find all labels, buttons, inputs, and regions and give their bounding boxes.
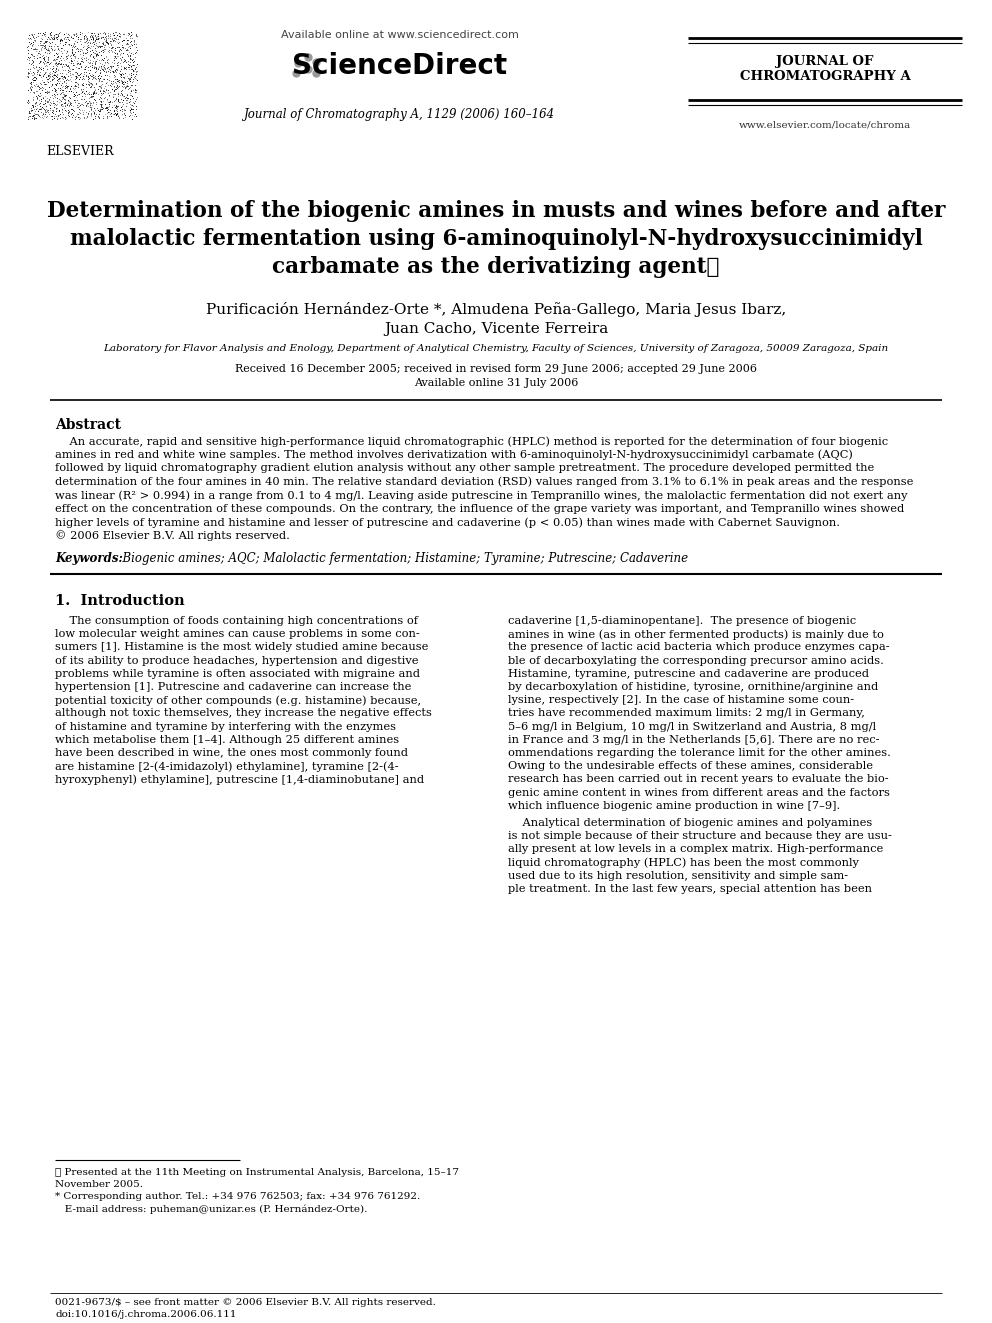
Text: JOURNAL OF: JOURNAL OF bbox=[777, 56, 874, 67]
Text: ScienceDirect: ScienceDirect bbox=[293, 52, 508, 79]
Text: * Corresponding author. Tel.: +34 976 762503; fax: +34 976 761292.: * Corresponding author. Tel.: +34 976 76… bbox=[55, 1192, 421, 1201]
Text: carbamate as the derivatizing agent⋆: carbamate as the derivatizing agent⋆ bbox=[273, 255, 719, 278]
Text: 0021-9673/$ – see front matter © 2006 Elsevier B.V. All rights reserved.: 0021-9673/$ – see front matter © 2006 El… bbox=[55, 1298, 435, 1307]
Text: by decarboxylation of histidine, tyrosine, ornithine/arginine and: by decarboxylation of histidine, tyrosin… bbox=[508, 681, 878, 692]
Text: cadaverine [1,5-diaminopentane].  The presence of biogenic: cadaverine [1,5-diaminopentane]. The pre… bbox=[508, 617, 856, 626]
Text: ble of decarboxylating the corresponding precursor amino acids.: ble of decarboxylating the corresponding… bbox=[508, 656, 884, 665]
Text: doi:10.1016/j.chroma.2006.06.111: doi:10.1016/j.chroma.2006.06.111 bbox=[55, 1310, 236, 1319]
Text: determination of the four amines in 40 min. The relative standard deviation (RSD: determination of the four amines in 40 m… bbox=[55, 476, 914, 487]
Text: Abstract: Abstract bbox=[55, 418, 121, 433]
Text: ELSEVIER: ELSEVIER bbox=[47, 146, 114, 157]
Text: The consumption of foods containing high concentrations of: The consumption of foods containing high… bbox=[55, 617, 418, 626]
Text: Available online at www.sciencedirect.com: Available online at www.sciencedirect.co… bbox=[281, 30, 519, 40]
Text: Keywords:: Keywords: bbox=[55, 552, 123, 565]
Text: Histamine, tyramine, putrescine and cadaverine are produced: Histamine, tyramine, putrescine and cada… bbox=[508, 669, 869, 679]
Text: potential toxicity of other compounds (e.g. histamine) because,: potential toxicity of other compounds (e… bbox=[55, 695, 422, 705]
Text: problems while tyramine is often associated with migraine and: problems while tyramine is often associa… bbox=[55, 669, 420, 679]
Text: November 2005.: November 2005. bbox=[55, 1180, 143, 1189]
Text: Juan Cacho, Vicente Ferreira: Juan Cacho, Vicente Ferreira bbox=[384, 321, 608, 336]
Text: research has been carried out in recent years to evaluate the bio-: research has been carried out in recent … bbox=[508, 774, 889, 785]
Text: the presence of lactic acid bacteria which produce enzymes capa-: the presence of lactic acid bacteria whi… bbox=[508, 643, 890, 652]
Text: 1.  Introduction: 1. Introduction bbox=[55, 594, 185, 609]
Text: ple treatment. In the last few years, special attention has been: ple treatment. In the last few years, sp… bbox=[508, 884, 872, 894]
Text: amines in red and white wine samples. The method involves derivatization with 6-: amines in red and white wine samples. Th… bbox=[55, 450, 853, 460]
Text: malolactic fermentation using 6-aminoquinolyl-N-hydroxysuccinimidyl: malolactic fermentation using 6-aminoqui… bbox=[69, 228, 923, 250]
Text: hyroxyphenyl) ethylamine], putrescine [1,4-diaminobutane] and: hyroxyphenyl) ethylamine], putrescine [1… bbox=[55, 774, 425, 785]
Text: An accurate, rapid and sensitive high-performance liquid chromatographic (HPLC) : An accurate, rapid and sensitive high-pe… bbox=[55, 437, 888, 447]
Text: although not toxic themselves, they increase the negative effects: although not toxic themselves, they incr… bbox=[55, 708, 432, 718]
Text: in France and 3 mg/l in the Netherlands [5,6]. There are no rec-: in France and 3 mg/l in the Netherlands … bbox=[508, 734, 880, 745]
Text: © 2006 Elsevier B.V. All rights reserved.: © 2006 Elsevier B.V. All rights reserved… bbox=[55, 531, 290, 541]
Text: 5–6 mg/l in Belgium, 10 mg/l in Switzerland and Austria, 8 mg/l: 5–6 mg/l in Belgium, 10 mg/l in Switzerl… bbox=[508, 721, 876, 732]
Text: lysine, respectively [2]. In the case of histamine some coun-: lysine, respectively [2]. In the case of… bbox=[508, 695, 854, 705]
Text: amines in wine (as in other fermented products) is mainly due to: amines in wine (as in other fermented pr… bbox=[508, 630, 884, 640]
Text: Biogenic amines; AQC; Malolactic fermentation; Histamine; Tyramine; Putrescine; : Biogenic amines; AQC; Malolactic ferment… bbox=[115, 552, 688, 565]
Text: ommendations regarding the tolerance limit for the other amines.: ommendations regarding the tolerance lim… bbox=[508, 747, 891, 758]
Text: was linear (R² > 0.994) in a range from 0.1 to 4 mg/l. Leaving aside putrescine : was linear (R² > 0.994) in a range from … bbox=[55, 490, 908, 500]
Text: is not simple because of their structure and because they are usu-: is not simple because of their structure… bbox=[508, 831, 892, 841]
Text: Owing to the undesirable effects of these amines, considerable: Owing to the undesirable effects of thes… bbox=[508, 761, 873, 771]
Text: Journal of Chromatography A, 1129 (2006) 160–164: Journal of Chromatography A, 1129 (2006)… bbox=[244, 108, 556, 120]
Text: E-mail address: puheman@unizar.es (P. Hernández-Orte).: E-mail address: puheman@unizar.es (P. He… bbox=[55, 1204, 367, 1213]
Text: of histamine and tyramine by interfering with the enzymes: of histamine and tyramine by interfering… bbox=[55, 721, 396, 732]
Text: which metabolise them [1–4]. Although 25 different amines: which metabolise them [1–4]. Although 25… bbox=[55, 734, 399, 745]
Text: ⋆ Presented at the 11th Meeting on Instrumental Analysis, Barcelona, 15–17: ⋆ Presented at the 11th Meeting on Instr… bbox=[55, 1168, 459, 1177]
Text: higher levels of tyramine and histamine and lesser of putrescine and cadaverine : higher levels of tyramine and histamine … bbox=[55, 517, 840, 528]
Text: sumers [1]. Histamine is the most widely studied amine because: sumers [1]. Histamine is the most widely… bbox=[55, 643, 429, 652]
Text: Available online 31 July 2006: Available online 31 July 2006 bbox=[414, 378, 578, 388]
Text: Received 16 December 2005; received in revised form 29 June 2006; accepted 29 Ju: Received 16 December 2005; received in r… bbox=[235, 364, 757, 374]
Text: www.elsevier.com/locate/chroma: www.elsevier.com/locate/chroma bbox=[739, 120, 911, 130]
Text: Analytical determination of biogenic amines and polyamines: Analytical determination of biogenic ami… bbox=[508, 818, 872, 828]
Text: low molecular weight amines can cause problems in some con-: low molecular weight amines can cause pr… bbox=[55, 630, 420, 639]
Text: genic amine content in wines from different areas and the factors: genic amine content in wines from differ… bbox=[508, 787, 890, 798]
Text: tries have recommended maximum limits: 2 mg/l in Germany,: tries have recommended maximum limits: 2… bbox=[508, 708, 865, 718]
Text: have been described in wine, the ones most commonly found: have been described in wine, the ones mo… bbox=[55, 747, 408, 758]
Text: liquid chromatography (HPLC) has been the most commonly: liquid chromatography (HPLC) has been th… bbox=[508, 857, 859, 868]
Text: Determination of the biogenic amines in musts and wines before and after: Determination of the biogenic amines in … bbox=[47, 200, 945, 222]
Text: used due to its high resolution, sensitivity and simple sam-: used due to its high resolution, sensiti… bbox=[508, 871, 848, 881]
Text: CHROMATOGRAPHY A: CHROMATOGRAPHY A bbox=[740, 70, 911, 83]
Text: followed by liquid chromatography gradient elution analysis without any other sa: followed by liquid chromatography gradie… bbox=[55, 463, 874, 474]
Text: effect on the concentration of these compounds. On the contrary, the influence o: effect on the concentration of these com… bbox=[55, 504, 905, 513]
Text: ally present at low levels in a complex matrix. High-performance: ally present at low levels in a complex … bbox=[508, 844, 883, 855]
Text: are histamine [2-(4-imidazolyl) ethylamine], tyramine [2-(4-: are histamine [2-(4-imidazolyl) ethylami… bbox=[55, 761, 399, 771]
Text: Purificación Hernández-Orte *, Almudena Peña-Gallego, Maria Jesus Ibarz,: Purificación Hernández-Orte *, Almudena … bbox=[206, 302, 786, 318]
Text: of its ability to produce headaches, hypertension and digestive: of its ability to produce headaches, hyp… bbox=[55, 656, 419, 665]
Text: Laboratory for Flavor Analysis and Enology, Department of Analytical Chemistry, : Laboratory for Flavor Analysis and Enolo… bbox=[103, 344, 889, 353]
Text: which influence biogenic amine production in wine [7–9].: which influence biogenic amine productio… bbox=[508, 800, 840, 811]
Text: hypertension [1]. Putrescine and cadaverine can increase the: hypertension [1]. Putrescine and cadaver… bbox=[55, 681, 412, 692]
